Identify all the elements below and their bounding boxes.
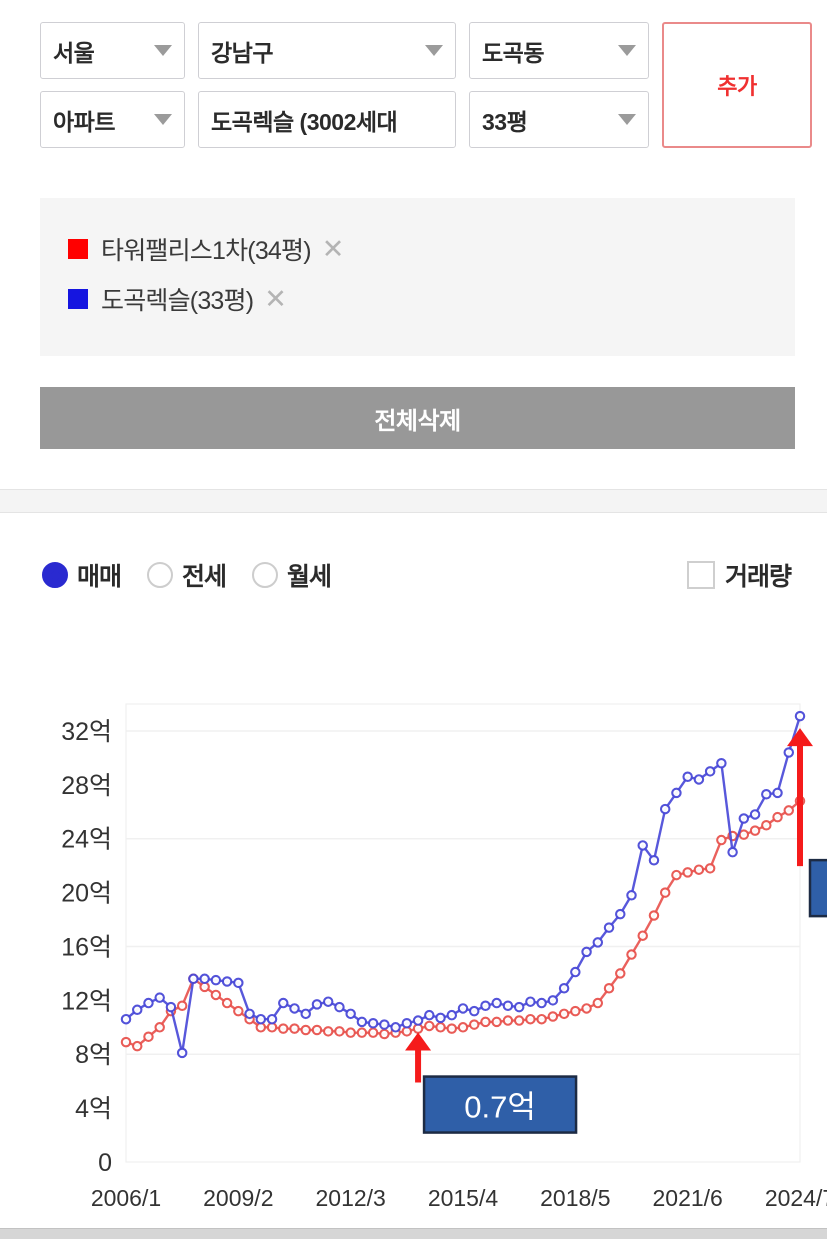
y-axis-tick-label: 12억 [61, 987, 112, 1015]
chart-series[interactable] [120, 710, 806, 1059]
radio-option-sale[interactable]: 매매 [42, 557, 122, 593]
y-axis-tick-label: 32억 [61, 718, 112, 746]
section-divider [0, 489, 827, 513]
chevron-down-icon [154, 45, 172, 56]
x-axis-tick-label: 2009/2 [203, 1185, 273, 1211]
x-axis-tick-label: 2018/5 [540, 1185, 610, 1211]
y-axis-tick-label: 4억 [75, 1095, 112, 1123]
chip-label: 타워팰리스1차(34평) [101, 237, 312, 265]
region-dropdown[interactable]: 서울 [40, 22, 185, 79]
size-dropdown[interactable]: 33평 [469, 91, 649, 148]
neighborhood-value: 도곡동 [482, 39, 544, 66]
neighborhood-dropdown[interactable]: 도곡동 [469, 22, 649, 79]
y-axis-tick-label: 20억 [61, 880, 112, 908]
y-axis-tick-label: 8억 [75, 1041, 112, 1069]
y-axis-tick-label: 0 [98, 1149, 112, 1177]
close-icon[interactable]: ✕ [321, 233, 345, 264]
y-axis-tick-label: 28억 [61, 772, 112, 800]
chart-annotations[interactable]: 0.7억 6억 [405, 728, 827, 1134]
checkbox-icon[interactable] [686, 561, 715, 589]
x-axis-tick-label: 2021/6 [652, 1185, 722, 1211]
chart-series-layer[interactable] [120, 710, 806, 1059]
radio-label-wolse: 월세 [287, 563, 332, 591]
chevron-down-icon [154, 114, 172, 125]
y-axis-tick-label: 24억 [61, 826, 112, 854]
color-swatch-icon [68, 289, 88, 309]
chevron-down-icon [425, 45, 443, 56]
delete-all-button[interactable]: 전체삭제 [40, 387, 795, 449]
property-type-dropdown[interactable]: 아파트 [40, 91, 185, 148]
selector-area: 서울 강남구 도곡동 추가 아파트 도곡렉슬 (3002세대 33평 [0, 0, 827, 148]
property-type-value: 아파트 [53, 108, 115, 135]
list-item[interactable]: 타워팰리스1차(34평) ✕ [68, 224, 795, 274]
district-dropdown[interactable]: 강남구 [198, 22, 456, 79]
complex-name-value: 도곡렉슬 (3002세대 [211, 108, 398, 135]
radio-option-jeonse[interactable]: 전세 [147, 557, 227, 593]
region-value: 서울 [53, 39, 95, 66]
size-value: 33평 [482, 108, 528, 135]
x-axis-tick-label: 2012/3 [315, 1185, 385, 1211]
y-axis-tick-label: 16억 [61, 933, 112, 961]
chart-canvas[interactable]: 0 4억 8억 12억 16억 20억 24억 28억 32억 2006/1 2009/2 2012… [0, 640, 827, 1220]
radio-icon[interactable] [147, 562, 174, 588]
chart-x-axis: 2006/1 2009/2 2012/3 2015/4 2018/5 2021/6 2024… [91, 1185, 827, 1211]
radio-option-wolse[interactable]: 월세 [252, 557, 332, 593]
chevron-down-icon [618, 114, 636, 125]
radio-label-sale: 매매 [77, 563, 122, 591]
annotation-label: 0.7억 [464, 1090, 536, 1125]
bottom-bar [0, 1228, 827, 1239]
x-axis-tick-label: 2006/1 [91, 1185, 161, 1211]
radio-label-jeonse: 전세 [182, 563, 227, 591]
list-item[interactable]: 도곡렉슬(33평) ✕ [68, 274, 795, 324]
x-axis-tick-label: 2015/4 [428, 1185, 499, 1211]
chevron-down-icon [618, 45, 636, 56]
chip-label: 도곡렉슬(33평) [101, 287, 254, 315]
volume-checkbox-label: 거래량 [724, 563, 792, 591]
complex-name-input[interactable]: 도곡렉슬 (3002세대 [198, 91, 456, 148]
x-axis-tick-label: 2024/7 [765, 1185, 827, 1211]
deal-type-row: 매매 전세 월세 거래량 [0, 548, 827, 602]
chart-annotation[interactable]: 6억 [787, 728, 827, 918]
add-button[interactable]: 추가 [662, 22, 812, 148]
radio-icon[interactable] [252, 562, 279, 588]
volume-checkbox-option[interactable]: 거래량 [686, 557, 792, 593]
close-icon[interactable]: ✕ [264, 283, 287, 314]
district-value: 강남구 [211, 39, 273, 66]
chart-annotation[interactable]: 0.7억 [405, 1032, 578, 1134]
price-chart[interactable]: 0 4억 8억 12억 16억 20억 24억 28억 32억 2006/1 2009/2 2012… [0, 640, 827, 1220]
selected-complex-list: 타워팰리스1차(34평) ✕ 도곡렉슬(33평) ✕ [40, 198, 795, 356]
color-swatch-icon [68, 239, 88, 259]
radio-icon-selected[interactable] [42, 562, 68, 588]
chart-y-axis: 0 4억 8억 12억 16억 20억 24억 28억 32억 [61, 718, 112, 1177]
